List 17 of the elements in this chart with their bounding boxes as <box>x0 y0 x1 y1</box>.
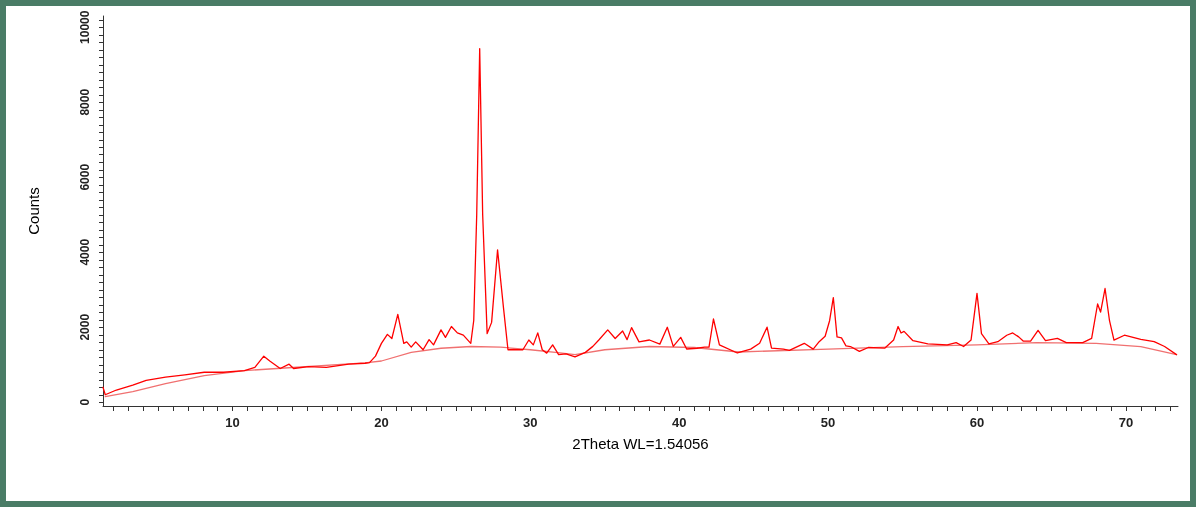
y-axis-title: Counts <box>25 187 42 235</box>
x-tick-label: 70 <box>1118 415 1134 430</box>
x-tick-label: 10 <box>225 415 240 430</box>
y-tick-label: 2000 <box>78 313 92 341</box>
y-tick-label: 8000 <box>78 88 92 116</box>
x-tick-label: 50 <box>820 415 836 430</box>
y-tick-label: 4000 <box>78 238 92 266</box>
y-tick-label: 10000 <box>78 10 92 44</box>
x-tick-label: 20 <box>374 415 389 430</box>
y-tick-label: 6000 <box>78 163 92 191</box>
line-series <box>102 47 1178 396</box>
x-tick-label: 30 <box>523 415 538 430</box>
x-tick-label: 40 <box>671 415 687 430</box>
y-tick-label: 0 <box>78 398 92 406</box>
x-tick-label: 60 <box>969 415 985 430</box>
x-axis-title: 2Theta WL=1.54056 <box>572 435 709 452</box>
line-series <box>104 341 1178 398</box>
